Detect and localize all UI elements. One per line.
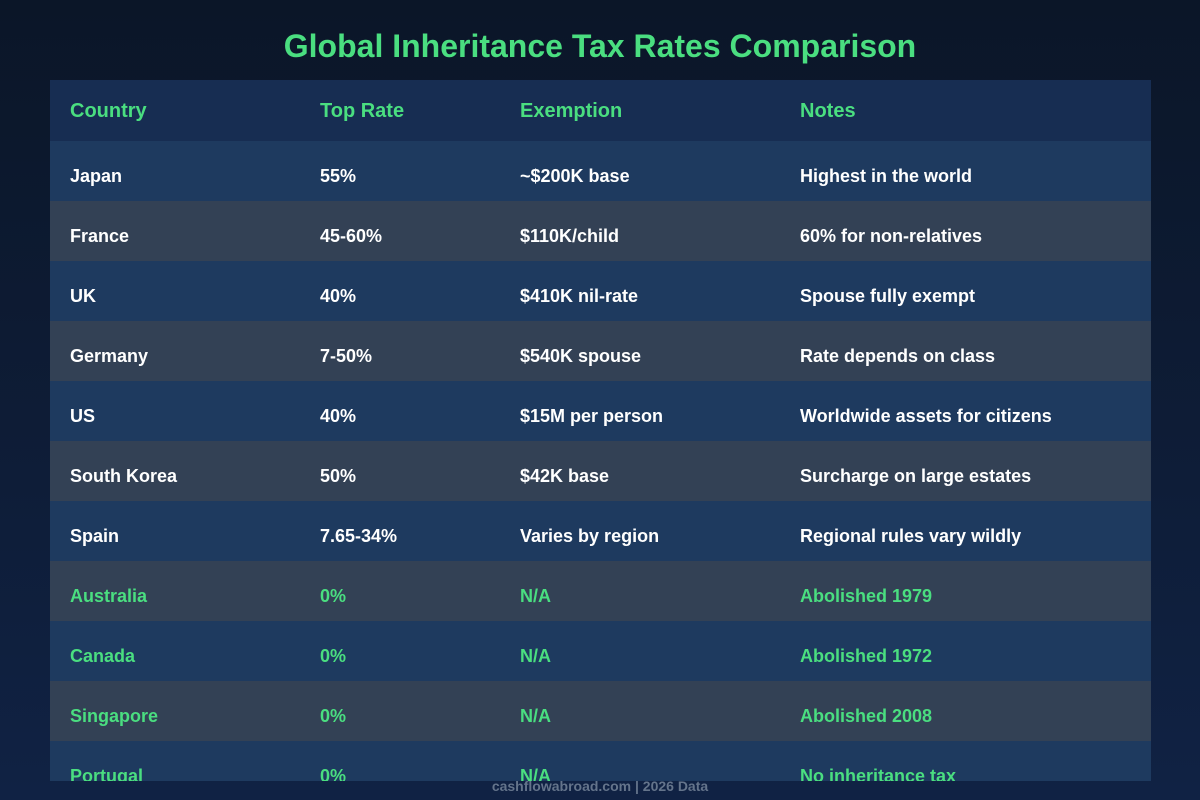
- table-row: Canada 0% N/A Abolished 1972: [50, 621, 1151, 681]
- cell-top-rate: 0%: [320, 766, 347, 781]
- cell-country: Spain: [70, 526, 120, 546]
- table-row: France 45-60% $110K/child 60% for non-relat…: [50, 201, 1151, 261]
- table-body: Japan 55% ~$200K base Highest in the world F…: [50, 141, 1151, 781]
- cell-country: US: [70, 406, 96, 426]
- cell-exemption: $540K spouse: [520, 346, 642, 366]
- cell-country: Portugal: [70, 766, 144, 781]
- cell-notes: Spouse fully exempt: [800, 286, 976, 306]
- table-row: Spain 7.65-34% Varies by region Regional ru…: [50, 501, 1151, 561]
- cell-top-rate: 7.65-34%: [320, 526, 398, 546]
- table-row: Japan 55% ~$200K base Highest in the world: [50, 141, 1151, 201]
- cell-top-rate: 45-60%: [320, 226, 383, 246]
- cell-notes: 60% for non-relatives: [800, 226, 983, 246]
- cell-top-rate: 7-50%: [320, 346, 373, 366]
- table-header: Country Top Rate Exemption Notes: [50, 80, 1151, 141]
- cell-country: Canada: [70, 646, 136, 666]
- cell-exemption: N/A: [520, 586, 551, 606]
- cell-notes: Worldwide assets for citizens: [800, 406, 1052, 426]
- cell-exemption: ~$200K base: [520, 166, 630, 186]
- cell-country: Singapore: [70, 706, 159, 726]
- cell-notes: Rate depends on class: [800, 346, 996, 366]
- column-header-country: Country: [70, 100, 147, 122]
- cell-exemption: Varies by region: [520, 526, 660, 546]
- cell-notes: No inheritance tax: [800, 766, 957, 781]
- cell-top-rate: 40%: [320, 286, 357, 306]
- cell-country: South Korea: [70, 466, 178, 486]
- footer-source: cashflowabroad.com | 2026 Data: [491, 778, 709, 794]
- cell-notes: Highest in the world: [800, 166, 973, 186]
- column-header-top-rate: Top Rate: [320, 100, 405, 122]
- cell-country: France: [70, 226, 130, 246]
- table-row: US 40% $15M per person Worldwide assets for…: [50, 381, 1151, 441]
- cell-notes: Surcharge on large estates: [800, 466, 1032, 486]
- cell-exemption: N/A: [520, 766, 551, 781]
- cell-notes: Regional rules vary wildly: [800, 526, 1022, 546]
- table-row: Australia 0% N/A Abolished 1979: [50, 561, 1151, 621]
- cell-exemption: $410K nil-rate: [520, 286, 639, 306]
- column-header-exemption: Exemption: [520, 100, 623, 122]
- table-row: South Korea 50% $42K base Surcharge on larg…: [50, 441, 1151, 501]
- cell-exemption: $110K/child: [520, 226, 620, 246]
- cell-notes: Abolished 1979: [800, 586, 933, 606]
- cell-top-rate: 40%: [320, 406, 357, 426]
- cell-notes: Abolished 2008: [800, 706, 933, 726]
- cell-country: Australia: [70, 586, 148, 606]
- table-row: Portugal 0% N/A No inheritance tax: [50, 741, 1151, 781]
- cell-country: Germany: [70, 346, 149, 366]
- table-row: Germany 7-50% $540K spouse Rate depends on …: [50, 321, 1151, 381]
- cell-country: UK: [70, 286, 96, 306]
- cell-exemption: $42K base: [520, 466, 610, 486]
- cell-notes: Abolished 1972: [800, 646, 933, 666]
- cell-top-rate: 50%: [320, 466, 357, 486]
- cell-top-rate: 0%: [320, 586, 347, 606]
- table-row: Singapore 0% N/A Abolished 2008: [50, 681, 1151, 741]
- cell-country: Japan: [70, 166, 123, 186]
- cell-exemption: N/A: [520, 646, 551, 666]
- table-row: UK 40% $410K nil-rate Spouse fully exempt: [50, 261, 1151, 321]
- tax-table: Country Top Rate Exemption Notes Japan 55…: [50, 80, 1151, 781]
- cell-exemption: N/A: [520, 706, 551, 726]
- cell-exemption: $15M per person: [520, 406, 664, 426]
- page-title: Global Inheritance Tax Rates Comparison: [283, 28, 917, 64]
- column-header-notes: Notes: [800, 100, 856, 122]
- cell-top-rate: 55%: [320, 166, 357, 186]
- cell-top-rate: 0%: [320, 706, 347, 726]
- cell-top-rate: 0%: [320, 646, 347, 666]
